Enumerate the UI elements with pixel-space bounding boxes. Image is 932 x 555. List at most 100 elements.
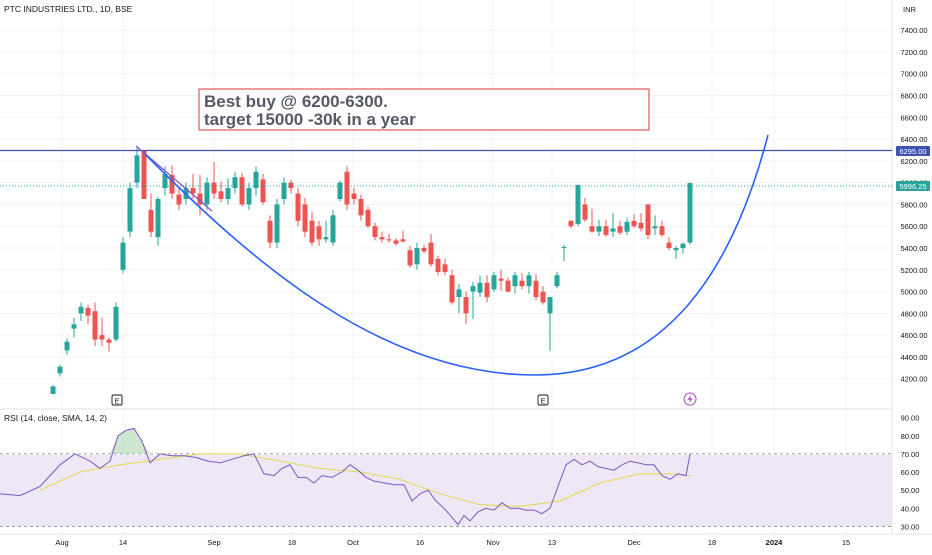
candle-body: [218, 191, 224, 199]
price-axis[interactable]: 4200.00 4400.00 4600.00 4800.00 5000.00 5200.…: [900, 26, 927, 384]
lightning-event-icon[interactable]: [683, 392, 697, 406]
candle-body: [92, 311, 98, 340]
time-tick-label: Aug: [55, 538, 68, 547]
candle-body: [512, 275, 518, 287]
price-tick-label: 4400.00: [900, 353, 927, 362]
candle-body: [463, 297, 469, 314]
svg-text:E: E: [540, 397, 545, 406]
candle-body: [624, 221, 630, 232]
candle-body: [148, 209, 154, 232]
candle-body: [547, 297, 553, 314]
time-tick-label: 14: [119, 538, 127, 547]
price-tick-label: 5200.00: [900, 266, 927, 275]
candle-body: [239, 177, 245, 205]
price-tick-label: 4800.00: [900, 309, 927, 318]
currency-label: INR: [903, 5, 917, 14]
candle-body: [596, 226, 602, 232]
candle-body: [323, 237, 329, 240]
time-tick-label: 2024: [766, 538, 784, 547]
rsi-tick-label: 90.00: [901, 414, 920, 423]
candle-body: [120, 242, 126, 270]
time-axis[interactable]: Aug 14 Sep 18 Oct 16 Nov 13 Dec 18 2024 15: [55, 538, 850, 547]
candle-body: [50, 386, 56, 394]
price-tick-label: 6400.00: [900, 135, 927, 144]
candle-body: [113, 306, 119, 340]
candle-body: [645, 204, 651, 235]
candle-body: [414, 248, 420, 265]
candle-body: [659, 226, 665, 235]
price-tick-label: 6600.00: [900, 113, 927, 122]
candle-body: [386, 239, 392, 241]
cup-curve-drawing[interactable]: [144, 134, 769, 376]
time-tick-label: 18: [288, 538, 296, 547]
candle-body: [337, 182, 343, 199]
time-tick-label: 13: [548, 538, 556, 547]
candle-body: [435, 258, 441, 272]
candle-body: [162, 173, 168, 189]
rsi-axis[interactable]: 30.00 40.00 50.00 60.00 70.00 80.00 90.00: [901, 414, 920, 532]
annotation-box[interactable]: [198, 88, 650, 131]
price-tick-label: 4200.00: [900, 375, 927, 384]
candle-body: [575, 184, 581, 225]
rsi-tick-label: 70.00: [901, 450, 920, 459]
price-tick-label: 7000.00: [900, 70, 927, 79]
annotation-line-2: target 15000 -30k in a year: [204, 110, 416, 129]
candle-body: [638, 222, 644, 229]
rsi-tick-label: 30.00: [901, 522, 920, 531]
rsi-band: [0, 455, 892, 526]
candle-body: [372, 226, 378, 238]
candle-body: [442, 264, 448, 272]
price-tick-label: 7200.00: [900, 48, 927, 57]
earnings-marker-aug[interactable]: E: [111, 394, 123, 406]
candle-body: [169, 175, 175, 194]
price-tick-label: 5000.00: [900, 288, 927, 297]
price-tick-label: 6800.00: [900, 92, 927, 101]
candle-body: [491, 275, 497, 290]
candle-body: [484, 282, 490, 298]
candle-body: [274, 204, 280, 243]
candle-body: [568, 220, 574, 227]
candle-body: [330, 215, 336, 243]
candle-body: [190, 188, 196, 194]
price-tick-label: 5600.00: [900, 222, 927, 231]
rsi-title[interactable]: RSI (14, close, SMA, 14, 2): [4, 413, 107, 423]
candle-body: [127, 188, 133, 232]
candle-body: [316, 226, 322, 240]
earnings-marker-nov[interactable]: E: [537, 394, 549, 406]
candle-body: [78, 306, 84, 314]
time-tick-label: 18: [708, 538, 716, 547]
candle-body: [379, 237, 385, 240]
candle-body: [582, 204, 588, 220]
rsi-tick-label: 80.00: [901, 432, 920, 441]
time-tick-label: Oct: [347, 538, 360, 547]
candle-body: [57, 366, 63, 374]
candlestick-series[interactable]: [50, 146, 693, 394]
candle-body: [610, 228, 616, 232]
candle-body: [253, 171, 259, 189]
candle-body: [561, 246, 567, 249]
rsi-tick-label: 40.00: [901, 504, 920, 513]
candle-body: [295, 193, 301, 221]
candle-body: [470, 286, 476, 292]
candle-body: [449, 275, 455, 303]
time-tick-label: Nov: [486, 538, 500, 547]
candle-body: [400, 239, 406, 242]
symbol-title[interactable]: PTC INDUSTRIES LTD., 1D, BSE: [4, 4, 133, 14]
candle-body: [687, 183, 693, 243]
svg-text:5996.25: 5996.25: [899, 182, 926, 191]
candle-body: [407, 250, 413, 266]
candle-body: [421, 248, 427, 252]
candle-body: [141, 149, 147, 199]
time-tick-label: 16: [416, 538, 424, 547]
candle-body: [673, 248, 679, 251]
candle-body: [351, 193, 357, 199]
candle-body: [302, 204, 308, 232]
price-tick-label: 5400.00: [900, 244, 927, 253]
candle-body: [456, 289, 462, 298]
candle-body: [505, 280, 511, 292]
candle-body: [533, 280, 539, 298]
resistance-price-badge: 6295.00: [896, 146, 930, 156]
rsi-tick-label: 50.00: [901, 486, 920, 495]
candle-body: [554, 275, 560, 287]
